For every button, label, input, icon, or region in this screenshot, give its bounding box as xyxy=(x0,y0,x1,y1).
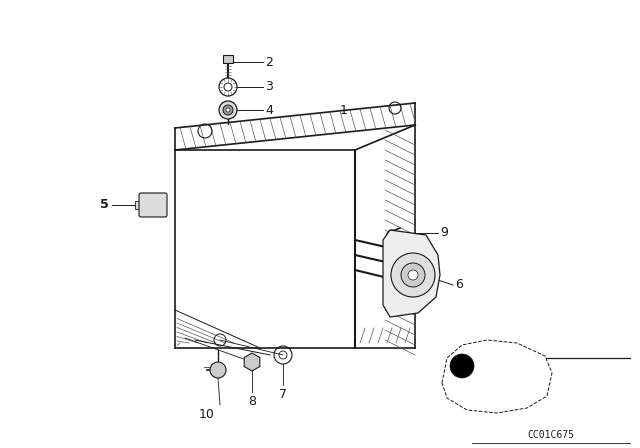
FancyBboxPatch shape xyxy=(223,55,233,63)
Text: 4: 4 xyxy=(265,103,273,116)
Text: 3: 3 xyxy=(265,81,273,94)
Text: 7: 7 xyxy=(279,388,287,401)
Text: 1: 1 xyxy=(340,103,348,116)
Text: 2: 2 xyxy=(265,56,273,69)
Text: 10: 10 xyxy=(199,408,215,421)
Circle shape xyxy=(226,108,230,112)
Text: CC01C675: CC01C675 xyxy=(527,430,575,440)
Polygon shape xyxy=(244,353,260,371)
Text: 8: 8 xyxy=(248,395,256,408)
Circle shape xyxy=(391,253,435,297)
Circle shape xyxy=(219,101,237,119)
Circle shape xyxy=(248,358,256,366)
Circle shape xyxy=(450,354,474,378)
Circle shape xyxy=(408,270,418,280)
FancyBboxPatch shape xyxy=(135,201,143,209)
Circle shape xyxy=(223,105,233,115)
Text: 6: 6 xyxy=(455,279,463,292)
Circle shape xyxy=(148,198,162,212)
Circle shape xyxy=(152,202,158,208)
FancyBboxPatch shape xyxy=(139,193,167,217)
Text: 5: 5 xyxy=(100,198,109,211)
Text: 9: 9 xyxy=(440,227,448,240)
Polygon shape xyxy=(442,340,552,413)
Circle shape xyxy=(210,362,226,378)
Circle shape xyxy=(401,263,425,287)
Circle shape xyxy=(387,230,397,240)
Polygon shape xyxy=(383,230,440,317)
